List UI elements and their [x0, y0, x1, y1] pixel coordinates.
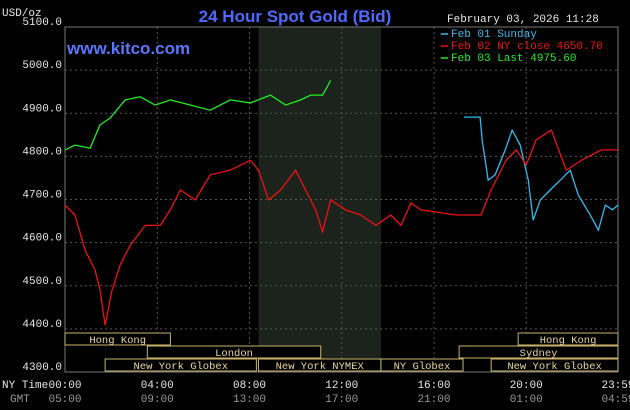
y-tick-label: 4700.0 [22, 190, 62, 202]
session-box [517, 332, 619, 346]
chart-title: 24 Hour Spot Gold (Bid) [199, 7, 392, 26]
legend-label: Feb 03 Last 4975.60 [451, 53, 576, 65]
x-tick-label: 23:59 [601, 380, 630, 392]
session-label: Hong Kong [540, 335, 597, 347]
plot-border [64, 26, 619, 373]
session-label: Sydney [520, 348, 558, 360]
session-label: New York Globex [507, 361, 602, 373]
session-box [490, 358, 619, 372]
x-tick-label: 12:00 [325, 380, 358, 392]
x-tick-label: 08:00 [233, 380, 266, 392]
watermark: www.kitco.com [66, 39, 190, 58]
session-label: NY Globex [394, 361, 451, 373]
gmt-tick-label: 21:00 [417, 394, 450, 406]
timestamp: February 03, 2026 11:28 [447, 14, 599, 26]
x-tick-label: 20:00 [510, 380, 543, 392]
price-line [463, 116, 619, 232]
session-box [458, 345, 619, 359]
gmt-tick-label: 04:59 [601, 394, 630, 406]
session-label: Hong Kong [89, 335, 146, 347]
y-tick-label: 4400.0 [22, 319, 62, 331]
session-label: New York NYMEX [276, 361, 365, 373]
legend-label: Feb 01 Sunday [451, 29, 537, 41]
gmt-tick-label: 01:00 [510, 394, 543, 406]
y-tick-label: 4300.0 [22, 362, 62, 374]
y-tick-label: 5100.0 [22, 17, 62, 29]
gmt-tick-label: 17:00 [325, 394, 358, 406]
session-label: London [215, 348, 253, 360]
gmt-label: GMT [10, 394, 30, 406]
y-tick-label: 4900.0 [22, 103, 62, 115]
price-line [64, 80, 332, 151]
gmt-tick-label: 13:00 [233, 394, 266, 406]
ny-time-label: NY Time [2, 380, 48, 392]
y-axis-label: USD/oz [2, 8, 42, 20]
y-tick-label: 5000.0 [22, 60, 62, 72]
session-box [380, 358, 464, 372]
legend-label: Feb 02 NY close 4650.70 [451, 41, 603, 53]
y-tick-label: 4800.0 [22, 146, 62, 158]
y-tick-label: 4500.0 [22, 276, 62, 288]
session-box [146, 345, 322, 359]
gmt-tick-label: 05:00 [48, 394, 81, 406]
y-tick-label: 4600.0 [22, 233, 62, 245]
x-tick-label: 00:00 [48, 380, 81, 392]
session-box [104, 358, 257, 372]
x-tick-label: 16:00 [417, 380, 450, 392]
x-tick-label: 04:00 [141, 380, 174, 392]
price-line [64, 129, 618, 326]
session-box [64, 332, 171, 346]
gmt-tick-label: 09:00 [141, 394, 174, 406]
session-label: New York Globex [134, 361, 229, 373]
